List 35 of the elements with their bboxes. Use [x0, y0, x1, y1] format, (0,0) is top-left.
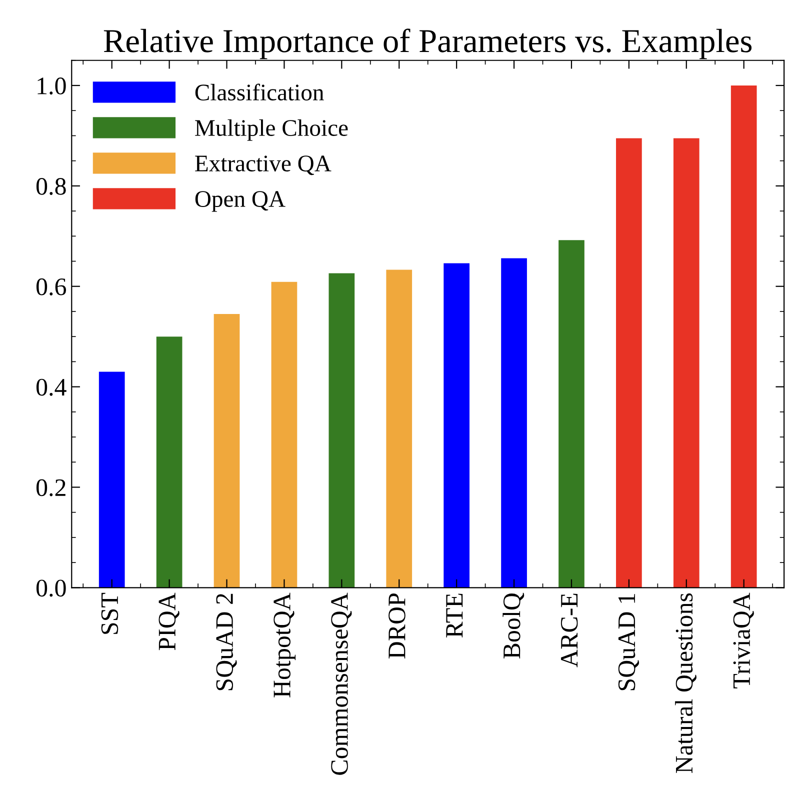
x-tick-label: DROP: [388, 594, 406, 658]
y-tick-label: 0.6: [36, 278, 66, 296]
bar: [214, 314, 240, 588]
bar: [98, 372, 125, 588]
x-tick-label: PIQA: [158, 592, 180, 650]
x-tick-label: HotpotQA: [274, 592, 296, 698]
y-tick-label: 1.0: [38, 78, 66, 95]
legend-label: Classification: [195, 84, 324, 101]
x-tick-label: SQuAD 1: [618, 594, 640, 690]
bar: [271, 282, 298, 588]
x-tick-label: CommonsenseQA: [331, 592, 352, 775]
y-tick-label: 0.0: [36, 580, 66, 597]
bar: [730, 85, 757, 588]
bar: [328, 273, 355, 588]
x-tick-label: RTE: [446, 594, 463, 638]
x-tick-label: BoolQ: [502, 592, 524, 658]
bar: [558, 240, 584, 588]
chart-title: Relative Importance of Parameters vs. Examples: [104, 28, 752, 60]
x-tick-label: SST: [101, 592, 118, 634]
x-tick-label: SQuAD 2: [216, 594, 237, 690]
y-tick-label: 0.8: [36, 178, 66, 195]
bar: [386, 270, 412, 588]
legend-label: Multiple Choice: [195, 119, 348, 141]
y-tick-label: 0.4: [36, 378, 66, 396]
bar: [673, 138, 700, 588]
x-tick-label: ARC-E: [560, 594, 578, 668]
bar: [156, 336, 182, 588]
bar: [444, 263, 470, 588]
legend-label: Open QA: [195, 191, 286, 212]
legend-label: Extractive QA: [195, 156, 332, 176]
x-tick-label: Natural Questions: [675, 593, 696, 774]
y-tick-label: 0.2: [36, 479, 66, 496]
bar: [501, 258, 527, 588]
x-tick-label: TriviaQA: [733, 592, 754, 688]
bar: [616, 138, 642, 588]
